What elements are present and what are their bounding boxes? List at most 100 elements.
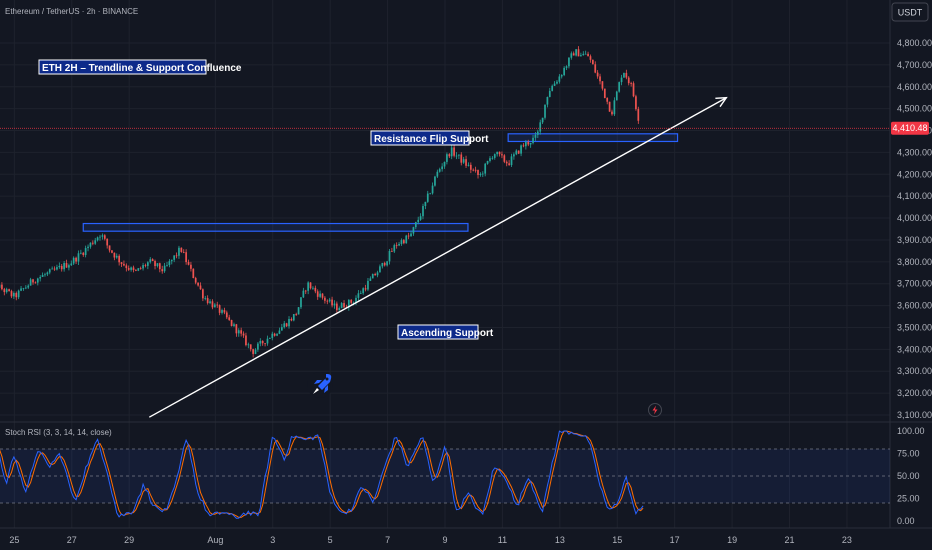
stoch-tick-label: 100.00 xyxy=(897,426,925,436)
candle-body xyxy=(355,297,357,303)
symbol-title[interactable]: Ethereum / TetherUS · 2h · BINANCE xyxy=(5,7,138,16)
ascending-trendline[interactable] xyxy=(148,96,728,418)
candle-body xyxy=(237,330,240,334)
price-tick-label: 4,800.00 xyxy=(897,38,932,48)
time-tick-label: 29 xyxy=(124,535,134,545)
candle-body xyxy=(163,265,166,272)
candle-body xyxy=(130,267,132,270)
candle-body xyxy=(407,235,410,237)
candle-body xyxy=(589,56,592,60)
stoch-tick-label: 25.00 xyxy=(897,494,920,504)
candle xyxy=(536,129,539,139)
candle-body xyxy=(15,293,18,298)
time-axis[interactable]: 25 27 29 Aug 3 5 7 9 11 13 15 17 19 21 23 xyxy=(9,535,852,545)
candle-body xyxy=(46,272,49,275)
candle xyxy=(72,256,75,265)
stoch-rsi-title[interactable]: Stoch RSI (3, 3, 14, 14, close) xyxy=(5,428,112,437)
candle-body xyxy=(515,150,518,155)
candle-body xyxy=(340,303,343,309)
candle xyxy=(319,290,321,299)
candle-body xyxy=(290,319,293,321)
candle xyxy=(225,310,228,320)
candle xyxy=(630,81,632,87)
resistance-flip-annotation[interactable]: Resistance Flip Support xyxy=(370,130,489,146)
candle-body xyxy=(458,154,460,156)
time-tick-label: 17 xyxy=(670,535,680,545)
candle xyxy=(460,152,463,166)
candle-body xyxy=(22,288,25,290)
candle-body xyxy=(216,304,219,306)
candle xyxy=(8,288,10,292)
candle-body xyxy=(273,333,276,336)
candle xyxy=(522,143,525,148)
price-axis[interactable]: 3,100.00 3,200.00 3,300.00 3,400.00 3,500.00… xyxy=(897,38,932,420)
candle-body xyxy=(51,268,54,270)
candle-body xyxy=(75,257,77,262)
price-tick-label: 4,100.00 xyxy=(897,191,932,201)
candle-body xyxy=(151,259,154,261)
candle xyxy=(412,226,415,236)
candle xyxy=(264,343,266,347)
title-annotation[interactable]: ETH 2H – Trendline & Support Confluence xyxy=(38,59,242,75)
time-tick-label: 21 xyxy=(785,535,795,545)
candle xyxy=(60,263,63,272)
candle xyxy=(235,323,238,337)
candle-body xyxy=(166,265,168,266)
candle xyxy=(395,242,398,249)
candle xyxy=(295,312,298,316)
candle xyxy=(101,233,104,240)
upper-resistance-zone[interactable] xyxy=(507,133,679,143)
trendline-arrowhead[interactable] xyxy=(715,96,728,108)
candle xyxy=(529,142,532,148)
stoch-axis[interactable]: 0.00 25.00 50.00 75.00 100.00 xyxy=(897,426,925,526)
current-price-tag: 4,410.48 xyxy=(891,121,929,135)
current-price-label: 4,410.48 xyxy=(892,123,927,133)
candle xyxy=(84,245,87,258)
candle-body xyxy=(379,266,381,273)
lower-resistance-zone[interactable] xyxy=(82,222,469,232)
candle-body xyxy=(307,282,310,291)
candle xyxy=(75,256,77,265)
candle-body xyxy=(450,147,453,157)
currency-button[interactable]: USDT xyxy=(891,2,929,22)
candle xyxy=(424,201,427,210)
candle xyxy=(297,306,300,315)
candle-body xyxy=(402,240,405,244)
candle-body xyxy=(429,193,432,195)
candle xyxy=(515,149,518,156)
candle-body xyxy=(41,274,44,277)
candle xyxy=(218,304,221,316)
candle xyxy=(17,289,20,300)
candle-body xyxy=(108,245,111,251)
candle-body xyxy=(185,252,187,263)
ascending-support-annotation[interactable]: Ascending Support xyxy=(397,324,494,340)
candle-body xyxy=(551,85,554,91)
candle-body xyxy=(276,333,278,336)
candle-body xyxy=(333,303,336,306)
candle-body xyxy=(364,288,367,290)
trendline-line[interactable] xyxy=(148,97,727,418)
candle-body xyxy=(623,72,625,78)
candle-body xyxy=(58,265,61,268)
candle-body xyxy=(544,104,546,118)
rocket-icon[interactable] xyxy=(307,372,333,398)
currency-button-bg[interactable] xyxy=(891,2,929,22)
lightning-icon[interactable] xyxy=(648,403,662,417)
candle-body xyxy=(446,154,448,162)
candle-body xyxy=(27,285,30,288)
candle-body xyxy=(594,64,597,73)
candle-body xyxy=(484,163,487,174)
candle xyxy=(187,259,190,266)
candle-body xyxy=(419,216,422,220)
candle-body xyxy=(3,289,6,293)
currency-button-label[interactable]: USDT xyxy=(898,8,923,18)
candle xyxy=(27,284,30,290)
candle xyxy=(465,155,467,169)
candle xyxy=(544,104,546,120)
candle xyxy=(70,260,73,267)
resistance-flip-text: Resistance Flip Support xyxy=(374,134,489,145)
price-tick-label: 4,700.00 xyxy=(897,60,932,70)
candle-body xyxy=(115,255,118,258)
candle-body xyxy=(297,307,300,315)
